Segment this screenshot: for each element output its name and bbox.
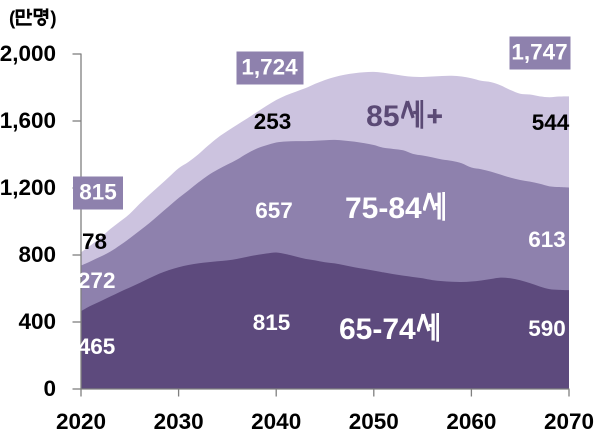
x-tick-label-2060: 2060 <box>446 408 497 434</box>
text-char: 4 <box>405 191 422 225</box>
value-label-253: 253 <box>253 108 292 134</box>
text-char: - <box>378 191 389 225</box>
text-char: 5 <box>361 191 379 225</box>
series-label-85+: 85 <box>366 99 444 134</box>
value-label-78: 78 <box>81 228 108 254</box>
x-tick-label-2030: 2030 <box>153 408 204 434</box>
y-tick-label-1200: 1,200 <box>0 174 56 200</box>
x-tick-label-2070: 2070 <box>543 408 595 434</box>
value-label-465: 465 <box>77 333 116 359</box>
total-badge-815: 815 <box>73 176 123 209</box>
total-badge-1747: 1,747 <box>509 36 570 69</box>
glyph-stroke <box>37 17 46 27</box>
x-tick-label-2020: 2020 <box>55 408 107 434</box>
axes-group <box>72 53 570 397</box>
y-tick-label-800: 800 <box>18 241 56 267</box>
text-char: 7 <box>344 191 362 225</box>
y-tick-label-400: 400 <box>18 308 56 334</box>
y-tick-label-2000: 2,000 <box>0 40 56 66</box>
area-65-74 <box>81 252 569 389</box>
value-label-657: 657 <box>255 197 293 223</box>
glyph-stroke <box>405 100 415 119</box>
value-label-544: 544 <box>531 109 570 135</box>
glyph-stroke <box>427 192 437 210</box>
value-label-590: 590 <box>528 315 566 341</box>
text-char: ( <box>9 8 16 30</box>
y-tick-label-0: 0 <box>43 375 56 401</box>
total-badge-1724: 1,724 <box>236 51 303 84</box>
series-label-75-84: 75-84 <box>344 191 446 225</box>
areas-group <box>81 71 569 389</box>
text-char: 8 <box>366 100 383 134</box>
text-char: 6 <box>338 313 356 347</box>
text-char: - <box>372 313 383 347</box>
text-char: 8 <box>388 191 405 225</box>
hangul-glyph-명 <box>33 8 49 27</box>
value-label-613: 613 <box>528 226 566 252</box>
glyph-stroke <box>33 8 43 18</box>
y-axis-unit-label: () <box>9 8 57 29</box>
glyph-stroke <box>416 313 425 333</box>
x-tick-label-2050: 2050 <box>348 408 399 434</box>
hangul-glyph-세 <box>400 99 423 129</box>
series-label-65-74: 65-74 <box>338 312 440 347</box>
text-char: 4 <box>399 313 416 347</box>
glyph-stroke <box>15 9 25 18</box>
text-char: 7 <box>382 313 399 347</box>
y-tick-label-1600: 1,600 <box>0 107 56 133</box>
value-label-272: 272 <box>77 267 116 293</box>
glyph-stroke <box>421 313 431 332</box>
glyph-stroke <box>422 192 431 211</box>
hangul-glyph-+ <box>427 108 442 124</box>
hangul-glyph-만 <box>15 8 33 26</box>
text-char: 5 <box>382 100 400 134</box>
hangul-glyph-세 <box>422 191 446 221</box>
hangul-glyph-세 <box>416 312 440 342</box>
x-tick-label-2040: 2040 <box>251 408 302 434</box>
text-char: ) <box>50 8 57 30</box>
glyph-stroke <box>400 100 409 120</box>
value-label-815: 815 <box>252 309 291 335</box>
glyph-stroke <box>16 18 33 26</box>
text-char: 5 <box>355 313 373 347</box>
